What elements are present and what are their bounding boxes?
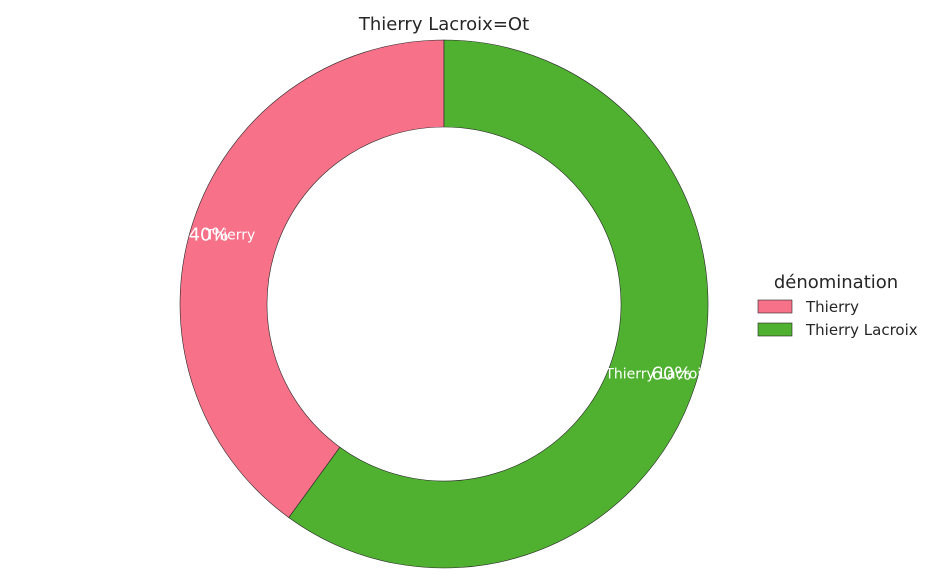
slice-thierry-lacroix (288, 39, 709, 569)
slices-group (179, 39, 709, 569)
slice-thierry (179, 39, 445, 519)
legend-entry-label: Thierry (805, 298, 859, 316)
legend-swatch (757, 299, 793, 314)
slice-percent-label: 60% (651, 363, 691, 384)
legend-entry-label: Thierry Lacroix (805, 321, 918, 339)
legend-swatch (757, 322, 793, 337)
slice-category-label: Thierry Lacroix (604, 366, 709, 382)
legend: dénomination Thierry Thierry Lacroix (757, 272, 918, 339)
slice-percent-label: 40% (189, 225, 229, 246)
legend-title: dénomination (774, 272, 898, 293)
slice-category-label: Thierry (205, 228, 255, 244)
chart-title: Thierry Lacroix=Ot (358, 14, 529, 35)
